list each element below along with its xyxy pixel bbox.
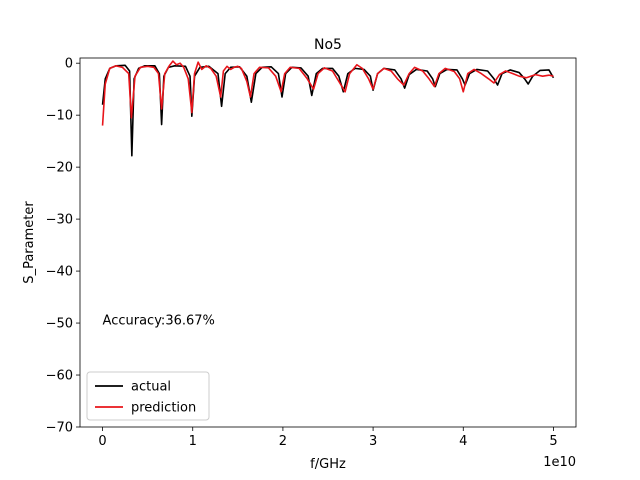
legend-label-actual: actual: [131, 380, 171, 395]
y-tick-label: −10: [46, 109, 73, 124]
y-tick-label: −50: [46, 317, 73, 332]
y-tick-label: 0: [65, 57, 73, 72]
chart-title: No5: [314, 37, 342, 53]
x-tick-label: 5: [549, 434, 557, 449]
x-axis-label: f/GHz: [310, 457, 346, 472]
legend: actual prediction: [87, 372, 209, 420]
x-tick-label: 3: [369, 434, 377, 449]
y-tick-label: −40: [46, 265, 73, 280]
x-axis-offset-label: 1e10: [543, 455, 576, 470]
y-axis-label: S_Parameter: [22, 201, 37, 284]
y-tick-label: −30: [46, 213, 73, 228]
x-tick-label: 4: [459, 434, 467, 449]
x-tick-label: 2: [279, 434, 287, 449]
legend-label-prediction: prediction: [131, 401, 196, 416]
x-tick-label: 0: [98, 434, 106, 449]
x-tick-label: 1: [189, 434, 197, 449]
y-tick-label: −60: [46, 369, 73, 384]
y-tick-label: −70: [46, 421, 73, 436]
accuracy-annotation: Accuracy:36.67%: [103, 313, 215, 328]
y-tick-label: −20: [46, 161, 73, 176]
